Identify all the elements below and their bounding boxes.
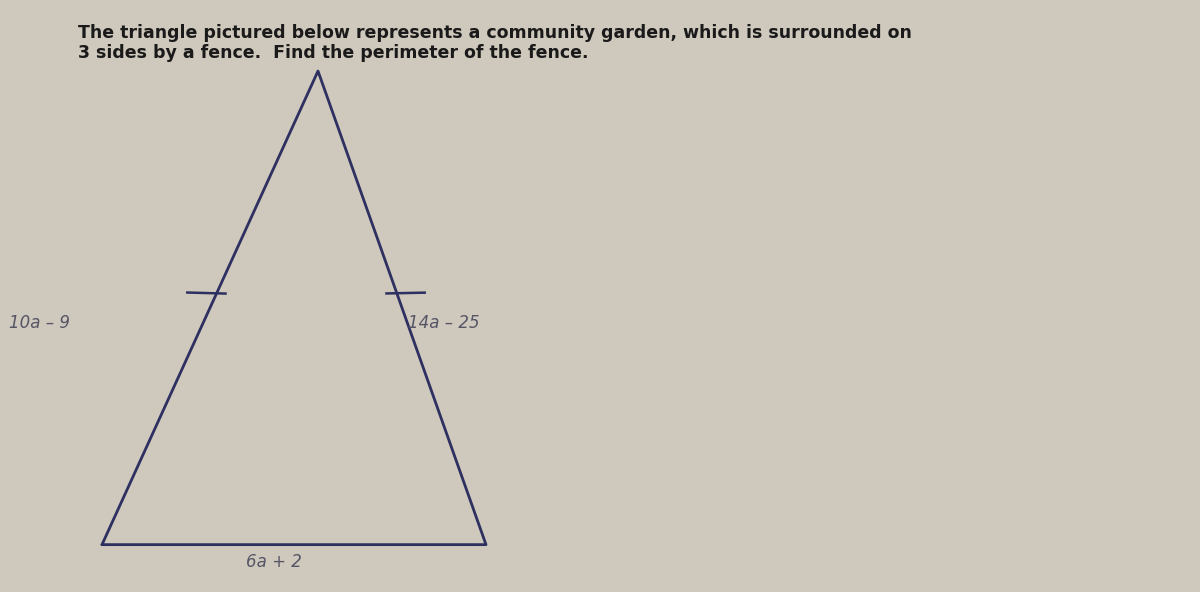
Text: 10a – 9: 10a – 9	[8, 314, 70, 332]
Text: 14a – 25: 14a – 25	[408, 314, 480, 332]
Text: 6a + 2: 6a + 2	[246, 554, 301, 571]
Text: The triangle pictured below represents a community garden, which is surrounded o: The triangle pictured below represents a…	[78, 24, 912, 63]
